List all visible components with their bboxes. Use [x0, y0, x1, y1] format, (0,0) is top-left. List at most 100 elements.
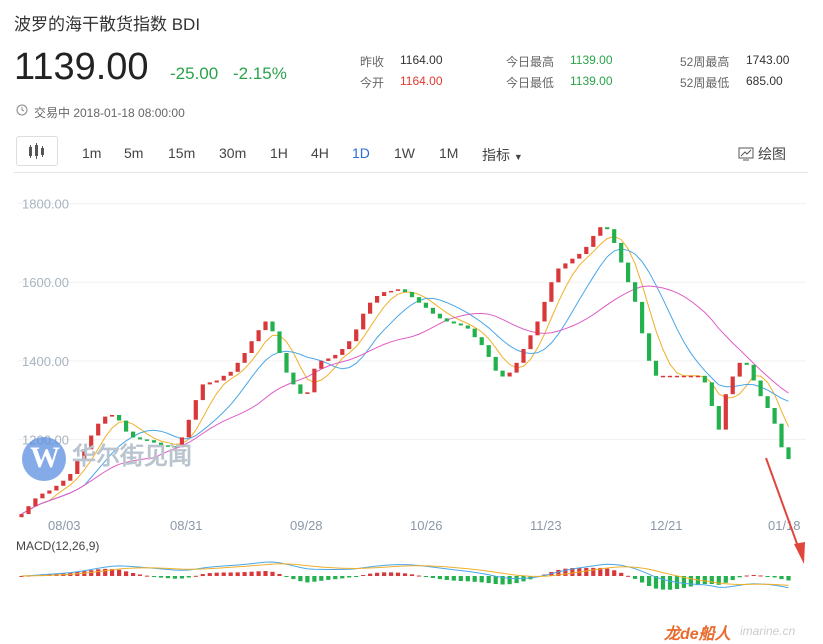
macd-bar — [647, 576, 652, 586]
stat-value-open: 1164.00 — [400, 74, 443, 88]
macd-bar — [458, 576, 463, 581]
macd-bar — [584, 567, 589, 577]
candle — [570, 258, 575, 264]
period-1m[interactable]: 1m — [82, 145, 102, 161]
macd-bar — [437, 576, 442, 580]
candle — [521, 349, 526, 363]
candle — [765, 396, 770, 408]
candle — [626, 262, 631, 283]
chart-toolbar: 1m 5m 15m 30m 1H 4H 1D 1W 1M 指标 ▼ 绘图 — [14, 136, 806, 168]
candle — [277, 331, 282, 353]
candle — [207, 382, 212, 385]
period-15m[interactable]: 15m — [168, 145, 196, 161]
period-30m[interactable]: 30m — [219, 145, 247, 161]
candle — [347, 341, 352, 350]
macd-bar — [737, 576, 742, 578]
macd-bar — [277, 573, 282, 577]
macd-bar — [626, 575, 631, 577]
candlestick-type-button[interactable] — [16, 136, 58, 166]
macd-bar — [263, 571, 268, 577]
x-tick-label: 10/26 — [410, 518, 443, 533]
macd-bar — [124, 571, 129, 577]
candle — [716, 406, 721, 430]
candle — [131, 431, 136, 438]
macd-bar — [347, 576, 352, 578]
macd-bar — [779, 576, 784, 580]
period-5m[interactable]: 5m — [124, 145, 144, 161]
candle — [193, 400, 198, 420]
macd-bar — [653, 576, 659, 589]
macd-bar — [451, 576, 456, 581]
macd-bar — [507, 576, 512, 585]
candle — [612, 229, 617, 243]
macd-bar — [235, 572, 240, 577]
candle — [151, 440, 157, 443]
candle — [249, 341, 254, 353]
candle — [744, 362, 749, 365]
macd-bar — [291, 576, 296, 580]
macd-bar — [19, 576, 24, 577]
period-4h[interactable]: 4H — [311, 145, 329, 161]
y-tick-label: 1600.00 — [22, 275, 69, 290]
stat-label-day-low: 今日最低 — [506, 76, 555, 90]
macd-bar — [619, 572, 624, 577]
candle — [653, 360, 659, 376]
candle — [33, 498, 38, 507]
toolbar-divider — [14, 172, 808, 173]
candle — [514, 362, 519, 373]
macd-bar — [786, 576, 791, 581]
x-tick-label: 08/03 — [48, 518, 81, 533]
macd-bar — [444, 576, 449, 580]
indicator-dropdown[interactable]: 指标 ▼ — [482, 145, 523, 165]
trading-status: 交易中 2018-01-18 08:00:00 — [34, 106, 185, 120]
macd-bar — [395, 572, 401, 577]
candle — [563, 263, 568, 269]
candle — [319, 360, 324, 369]
period-1h[interactable]: 1H — [270, 145, 288, 161]
macd-bar — [514, 576, 519, 584]
period-1w[interactable]: 1W — [394, 145, 415, 161]
x-tick-label: 08/31 — [170, 518, 203, 533]
candle — [430, 307, 435, 314]
macd-bar — [165, 576, 170, 579]
ma5-line — [21, 235, 789, 515]
candle — [179, 437, 184, 448]
x-tick-label: 09/28 — [290, 518, 323, 533]
candle — [528, 335, 533, 350]
candle — [389, 290, 394, 293]
macd-bar — [640, 576, 645, 583]
period-1d[interactable]: 1D — [352, 145, 370, 161]
candle — [235, 362, 240, 372]
candle — [556, 268, 561, 283]
candle — [688, 375, 693, 378]
draw-label: 绘图 — [758, 146, 786, 162]
period-1month[interactable]: 1M — [439, 145, 459, 161]
macd-bar — [305, 576, 310, 583]
candle — [416, 297, 422, 303]
macd-bar — [172, 576, 177, 579]
draw-button[interactable]: 绘图 — [738, 144, 786, 164]
candle — [486, 345, 491, 357]
candle — [605, 227, 610, 230]
candle — [577, 253, 582, 259]
macd-bar — [389, 572, 394, 576]
ma20-line — [21, 285, 789, 515]
candle — [75, 461, 80, 474]
macd-bar — [758, 575, 763, 577]
macd-bar — [402, 573, 408, 577]
candle — [158, 442, 164, 446]
candle — [779, 423, 784, 448]
macd-bar — [200, 574, 205, 577]
candle — [500, 370, 505, 377]
macd-bar — [416, 575, 422, 577]
candle — [19, 514, 24, 518]
candlestick-icon — [29, 143, 44, 159]
macd-bar — [382, 572, 387, 577]
stat-value-day-low: 1139.00 — [570, 74, 613, 88]
candle — [270, 321, 275, 332]
macd-bar — [249, 571, 254, 577]
candle — [549, 282, 554, 302]
candle — [89, 435, 94, 450]
candle — [137, 437, 143, 440]
